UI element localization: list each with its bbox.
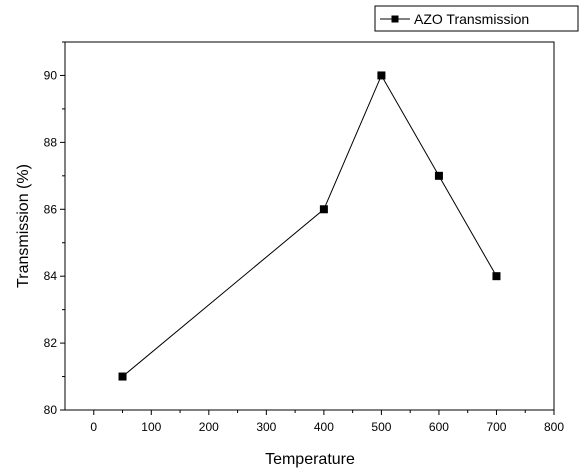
- x-tick-label: 800: [544, 420, 564, 434]
- y-tick-label: 90: [44, 68, 58, 82]
- y-tick-label: 86: [44, 202, 58, 216]
- data-point: [492, 272, 501, 281]
- x-axis-title: Temperature: [265, 451, 355, 468]
- data-point: [377, 71, 386, 80]
- x-axis: 0 100 200 300 400 500 600 700 800: [90, 410, 564, 434]
- x-tick-label: 600: [429, 420, 449, 434]
- y-tick-label: 82: [44, 336, 58, 350]
- legend-label: AZO Transmission: [414, 11, 529, 27]
- y-tick-label: 88: [44, 135, 58, 149]
- y-axis: 80 82 84 86 88 90: [44, 41, 65, 417]
- x-tick-label: 200: [199, 420, 219, 434]
- x-tick-label: 100: [141, 420, 161, 434]
- data-point: [434, 171, 443, 180]
- legend: AZO Transmission: [374, 5, 579, 32]
- plot-frame: [64, 41, 555, 411]
- data-point: [319, 205, 328, 214]
- series-line: [122, 74, 497, 377]
- legend-marker-square: [391, 15, 399, 23]
- x-tick-label: 700: [486, 420, 506, 434]
- x-tick-label: 0: [90, 420, 97, 434]
- x-tick-label: 400: [314, 420, 334, 434]
- data-point: [118, 372, 127, 381]
- y-tick-label: 84: [44, 269, 58, 283]
- x-tick-label: 300: [256, 420, 276, 434]
- y-tick-label: 80: [44, 403, 58, 417]
- y-axis-title: Transmission (%): [15, 164, 32, 288]
- x-tick-label: 500: [371, 420, 391, 434]
- series-layer: [118, 71, 501, 381]
